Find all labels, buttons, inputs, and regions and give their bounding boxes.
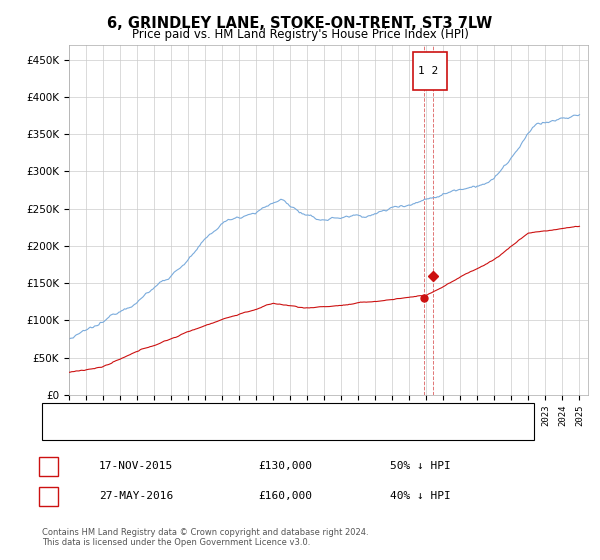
Text: 40% ↓ HPI: 40% ↓ HPI: [390, 491, 451, 501]
Text: 1: 1: [45, 461, 52, 471]
Text: 2: 2: [45, 491, 52, 501]
Text: £160,000: £160,000: [258, 491, 312, 501]
FancyBboxPatch shape: [413, 52, 446, 90]
Text: 50% ↓ HPI: 50% ↓ HPI: [390, 461, 451, 471]
Text: HPI: Average price, detached house, Stafford: HPI: Average price, detached house, Staf…: [102, 426, 322, 436]
Text: Contains HM Land Registry data © Crown copyright and database right 2024.
This d: Contains HM Land Registry data © Crown c…: [42, 528, 368, 548]
Text: 17-NOV-2015: 17-NOV-2015: [99, 461, 173, 471]
Text: 27-MAY-2016: 27-MAY-2016: [99, 491, 173, 501]
Text: Price paid vs. HM Land Registry's House Price Index (HPI): Price paid vs. HM Land Registry's House …: [131, 28, 469, 41]
Text: 6, GRINDLEY LANE, STOKE-ON-TRENT, ST3 7LW (detached house): 6, GRINDLEY LANE, STOKE-ON-TRENT, ST3 7L…: [102, 408, 422, 418]
Text: 1 2: 1 2: [418, 66, 439, 76]
Text: 6, GRINDLEY LANE, STOKE-ON-TRENT, ST3 7LW: 6, GRINDLEY LANE, STOKE-ON-TRENT, ST3 7L…: [107, 16, 493, 31]
Text: £130,000: £130,000: [258, 461, 312, 471]
